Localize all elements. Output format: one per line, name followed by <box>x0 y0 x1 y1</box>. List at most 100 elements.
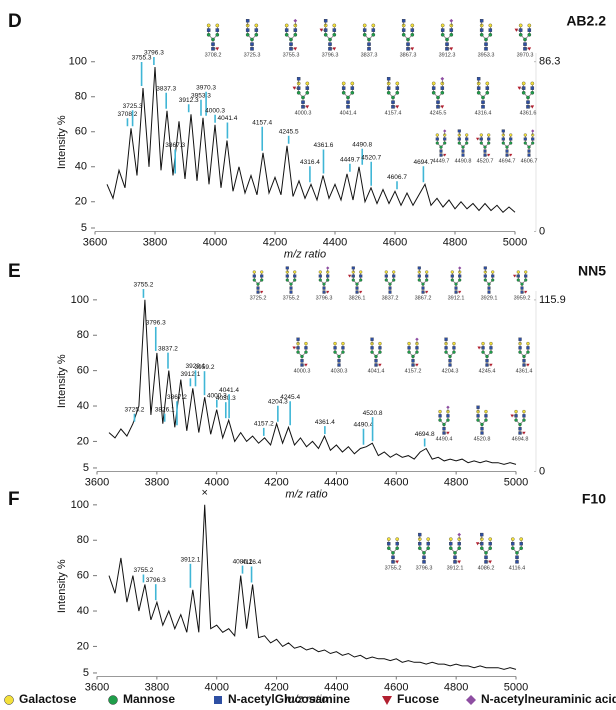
x-tick-label: 5000 <box>503 236 527 248</box>
glycan-square <box>445 42 449 46</box>
glycan-square <box>479 28 484 32</box>
y-tick-label: 5 <box>83 667 89 679</box>
glycan-circle <box>215 32 220 37</box>
glycan-circle <box>392 278 396 282</box>
glycan-square <box>406 42 410 46</box>
spectrum-line <box>108 299 517 465</box>
glycan-circle <box>341 81 346 86</box>
glycan-diamond <box>531 129 535 133</box>
peak-label: 3755.2 <box>134 567 154 574</box>
glycan-diamond <box>293 18 298 23</box>
glycan-triangle <box>292 86 297 90</box>
glycan-circle <box>215 23 220 28</box>
glycan-circle <box>480 546 484 551</box>
peak-label: 3837.2 <box>158 345 178 352</box>
glycan-circle <box>407 341 411 346</box>
glycan-square <box>484 555 488 560</box>
glycan-circle <box>457 546 461 551</box>
glycan-square <box>527 153 531 157</box>
glycan-square <box>387 542 391 546</box>
glycan-circle <box>481 95 485 100</box>
glycan-circle <box>530 81 535 86</box>
glycan-square <box>446 414 450 418</box>
glycan-circle <box>527 23 532 28</box>
glycan-triangle <box>215 47 220 51</box>
peak-label: 4041.4 <box>219 387 239 394</box>
glycan-circle <box>465 141 469 145</box>
glycan-circle <box>422 551 426 555</box>
glycan-circle <box>293 278 297 282</box>
glycan-triangle <box>527 47 532 51</box>
glycan-square <box>346 100 350 104</box>
glycan-square <box>483 266 487 270</box>
glycan-circle <box>523 133 527 137</box>
glycan-circle <box>391 551 395 555</box>
glycan-circle <box>479 133 483 137</box>
glycan-label: 3796.3 <box>416 565 433 571</box>
glycan-icon <box>476 133 491 157</box>
glycan-circle <box>252 278 256 282</box>
glycan-square <box>450 274 454 278</box>
glycan-circle <box>527 32 532 37</box>
glycan-triangle <box>476 137 480 141</box>
glycan-triangle <box>510 414 514 418</box>
glycan-square <box>526 100 530 104</box>
peak-label: 3970.3 <box>196 84 216 91</box>
glycan-square <box>480 532 484 537</box>
glycan-square <box>479 19 484 23</box>
glycan-label: 3837.2 <box>382 295 399 301</box>
glycan-triangle <box>425 290 429 294</box>
y-tick-label: 5 <box>83 462 89 474</box>
glycan-square <box>206 28 211 32</box>
peak-label: 3912.1 <box>180 557 200 564</box>
glycan-circle <box>254 23 259 28</box>
glycan-square <box>411 359 415 363</box>
glycan-square <box>296 337 300 341</box>
glycan-square <box>388 286 392 290</box>
glycan-circle <box>452 341 456 346</box>
y-axis-title: Intensity % <box>56 559 68 613</box>
glycan-icon <box>292 77 310 109</box>
glycan-icon <box>457 129 469 157</box>
glycan-circle <box>332 32 337 37</box>
glycan-square <box>448 359 452 363</box>
glycan-square <box>284 28 289 32</box>
glycan-label: 4361.4 <box>516 368 533 374</box>
glycan-circle <box>440 23 445 28</box>
glycan-circle <box>518 32 523 37</box>
x-tick-label: 4600 <box>383 236 407 248</box>
glycan-square <box>326 274 330 278</box>
glycan-square <box>449 542 453 546</box>
glycan-triangle <box>293 47 298 51</box>
glycan-circle <box>341 350 345 354</box>
glycan-square <box>440 86 445 90</box>
glycan-square <box>410 28 415 32</box>
glycan-icon <box>435 129 447 157</box>
peak-label: 3755.2 <box>134 282 154 289</box>
glycan-square <box>483 274 487 278</box>
y-tick-label: 20 <box>75 196 87 208</box>
glycan-square <box>523 42 527 46</box>
glycan-square <box>260 274 264 278</box>
glycan-circle <box>350 81 355 86</box>
excluded-peak-marker: × <box>202 487 208 499</box>
glycan-icon <box>341 81 355 109</box>
glycan-circle <box>454 282 458 286</box>
glycan-circle <box>438 418 442 422</box>
glycan-square <box>425 274 429 278</box>
glycan-circle <box>443 141 447 145</box>
glycan-triangle <box>530 105 535 109</box>
glycan-circle <box>421 282 425 286</box>
x-axis-title: m/z ratio <box>285 693 327 705</box>
glycan-icon <box>206 23 220 51</box>
glycan-circle <box>518 350 522 354</box>
glycan-circle <box>415 350 419 354</box>
glycan-triangle <box>458 290 462 294</box>
glycan-square <box>417 274 421 278</box>
glycan-circle <box>250 37 254 42</box>
x-tick-label: 4400 <box>323 236 347 248</box>
glycan-circle <box>458 278 462 282</box>
glycan-square <box>426 542 430 546</box>
glycan-square <box>522 359 526 363</box>
glycan-square <box>289 290 293 294</box>
